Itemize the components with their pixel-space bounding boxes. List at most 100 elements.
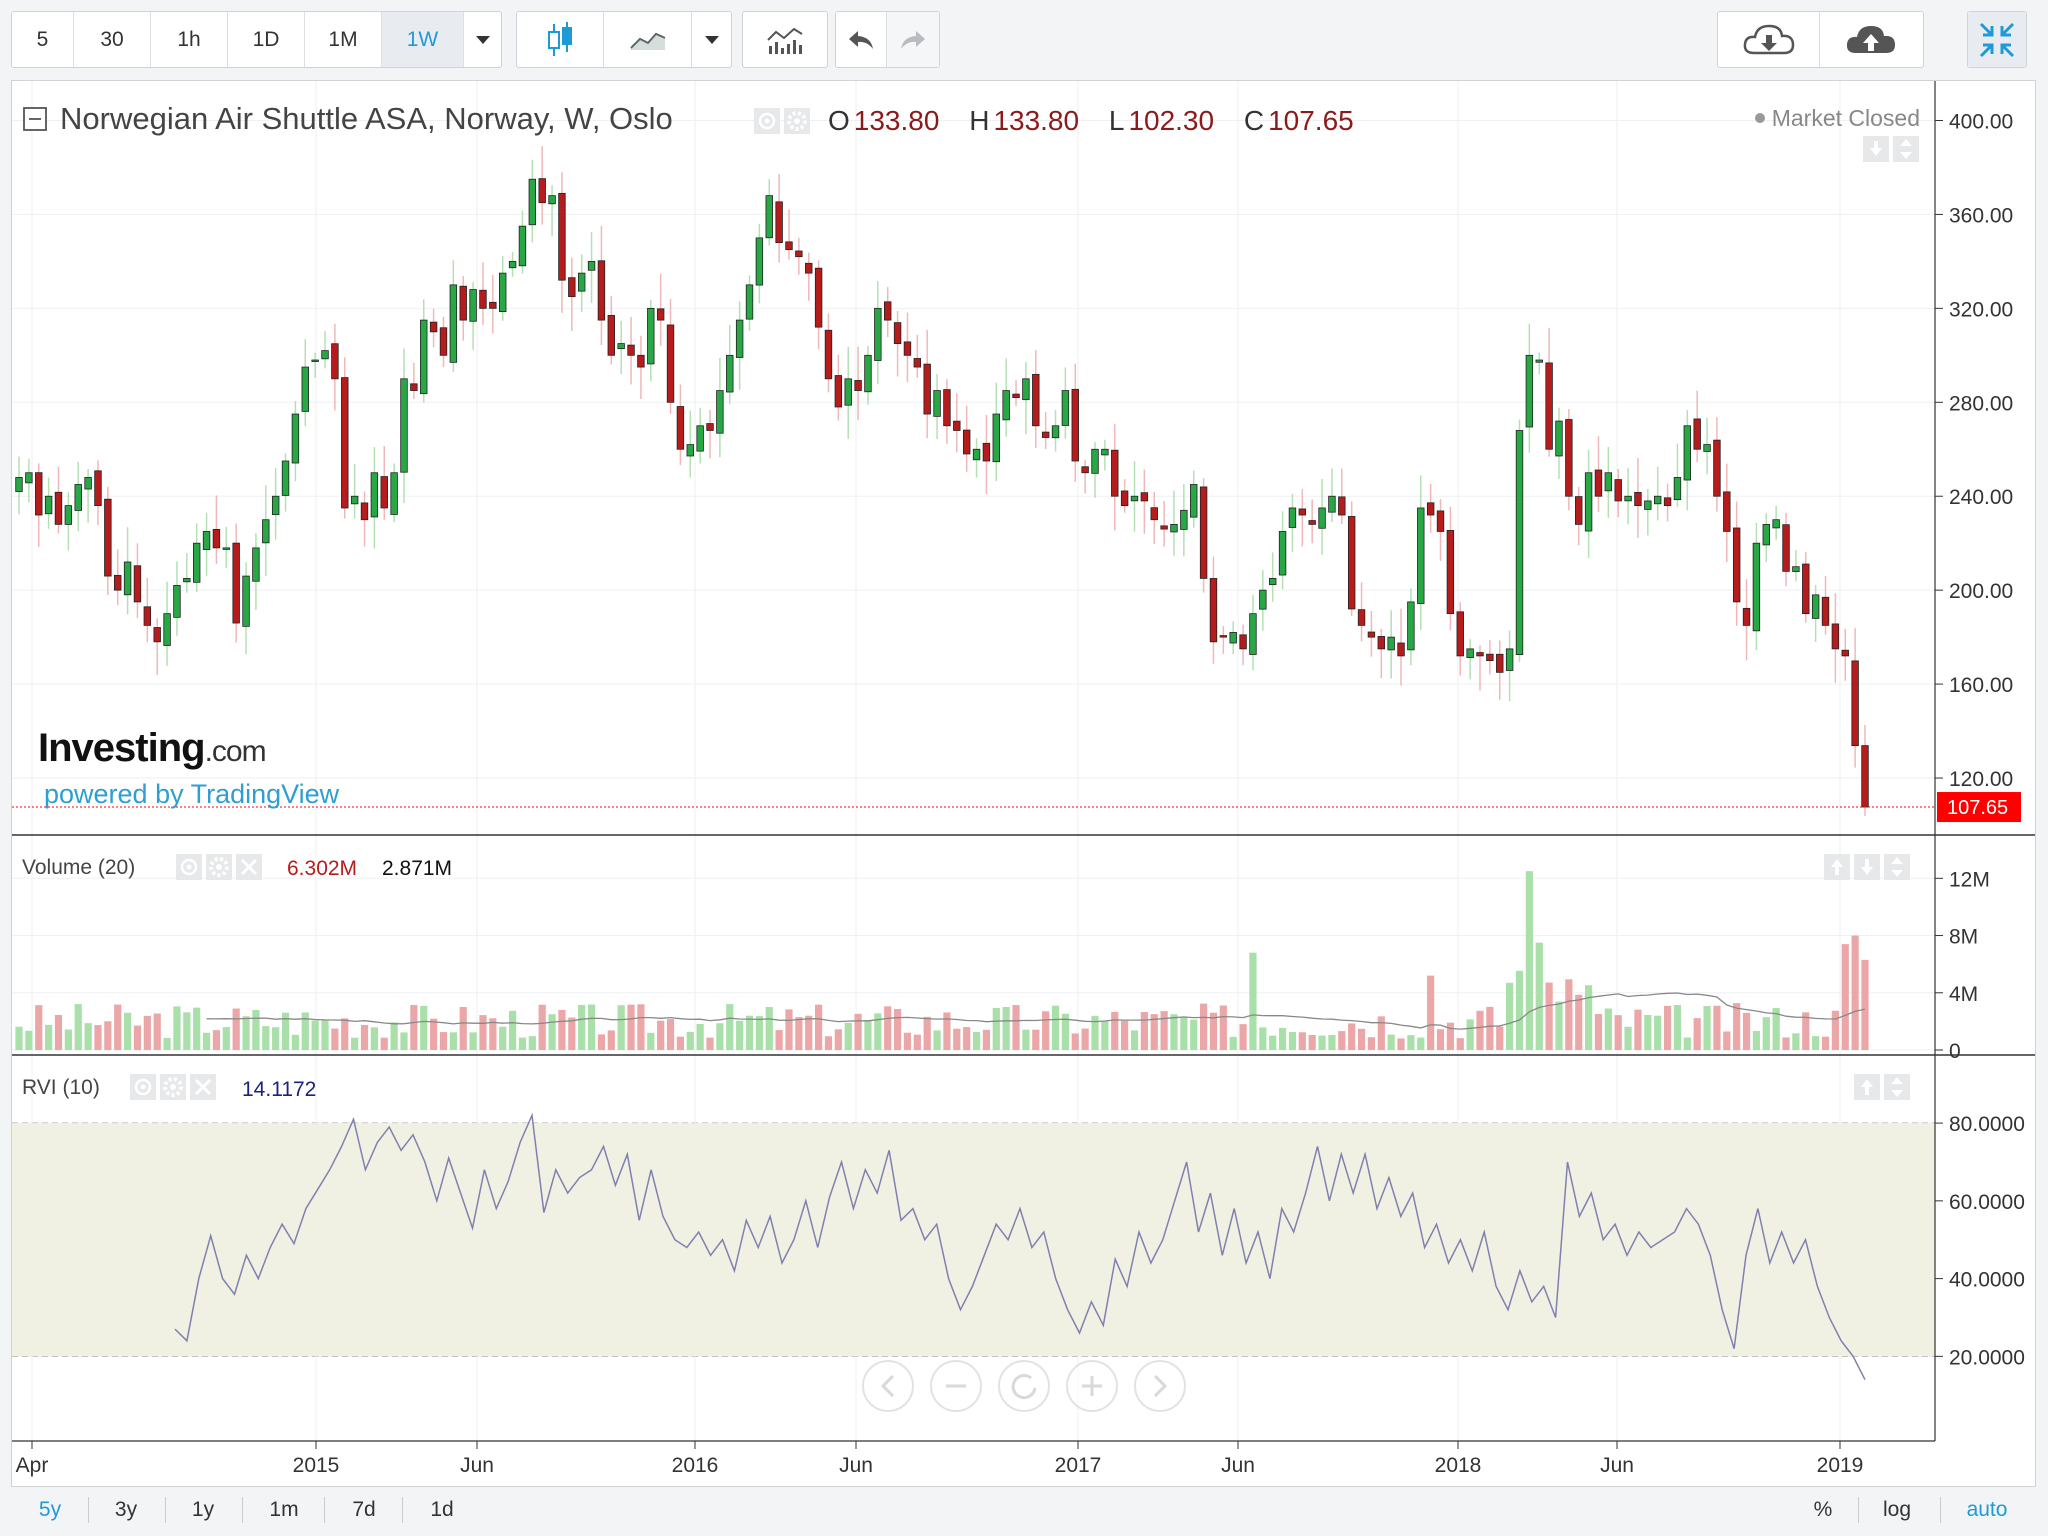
candle-body [1811,594,1820,619]
candle [1841,629,1849,681]
time-tick-label: 2017 [1055,1454,1102,1477]
chart-area[interactable]: 120.00 160.00 200.00 240.00 280.00 320.00 360.… [11,80,2036,1487]
volume-close-icon[interactable] [236,854,262,880]
price-tick-label: 120.00 [1949,768,2013,791]
candle [1565,409,1573,511]
rvi-visibility-icon[interactable] [130,1074,156,1100]
candle [1209,556,1218,664]
undo-button[interactable] [836,12,887,67]
volume-bar [449,1032,457,1050]
visibility-icon[interactable] [754,108,780,134]
symbol-title: Norwegian Air Shuttle ASA, Norway, W, Os… [60,101,673,136]
candle-body [884,301,892,321]
volume-bar [1101,1020,1109,1050]
pane-arrows-price[interactable] [1863,136,1919,162]
candle [1387,610,1395,679]
candle [577,254,586,313]
volume-bar [686,1031,694,1050]
volume-bar [1012,1005,1020,1050]
pane-arrows-rvi[interactable] [1854,1074,1910,1100]
percent-scale-button[interactable]: % [1813,1498,1833,1521]
candle-body [1673,477,1682,501]
interval-30-button[interactable]: 30 [74,12,151,67]
range-1y-button[interactable]: 1y [191,1498,215,1521]
chart-canvas[interactable]: 120.00 160.00 200.00 240.00 280.00 320.00 360.… [12,81,2035,1486]
volume-bar [163,1037,171,1050]
candle-body [44,495,53,515]
volume-bar [775,1030,783,1050]
rvi-close-icon[interactable] [190,1074,216,1100]
range-1d-button[interactable]: 1d [430,1498,454,1521]
zoom-out-button[interactable] [930,1360,982,1412]
volume-bar [1693,1018,1701,1050]
interval-1w-button[interactable]: 1W [382,12,464,67]
reset-button[interactable] [998,1360,1050,1412]
candle [1683,409,1692,511]
candle-body [1644,500,1652,510]
candle-body [755,237,764,286]
candle-body [64,505,73,525]
candle-body [943,389,951,427]
candle [1249,594,1257,671]
candle-body [568,277,576,298]
line-chart-button[interactable] [604,12,692,67]
candle [755,223,764,304]
candle-body [1150,507,1158,521]
volume-bar [1604,1008,1612,1050]
interval-1d-button[interactable]: 1D [228,12,305,67]
candle-body [587,260,596,271]
candle [212,495,221,565]
candles-button[interactable] [517,12,604,67]
indicators-button[interactable] [743,12,827,67]
volume-bar [884,1006,892,1050]
range-3y-button[interactable]: 3y [114,1498,138,1521]
interval-1m-button[interactable]: 1M [305,12,382,67]
candle [548,185,556,237]
chart-type-dropdown-button[interactable] [692,12,731,67]
log-scale-button[interactable]: log [1882,1498,1912,1521]
zoom-in-button[interactable] [1066,1360,1118,1412]
candle-body [1614,479,1622,502]
volume-bar [1782,1037,1790,1050]
rvi-settings-icon[interactable] [160,1074,186,1100]
interval-dropdown-button[interactable] [464,12,501,67]
scroll-left-button[interactable] [862,1360,914,1412]
cloud-download-button[interactable] [1718,12,1820,67]
scroll-right-button[interactable] [1134,1360,1186,1412]
powered-by-link[interactable]: powered by TradingView [44,779,340,809]
candle-body [982,442,991,462]
candle-body [1387,636,1395,651]
indicators-icon [767,27,803,54]
volume-bars [15,871,1869,1050]
chart-navigation [862,1360,1186,1412]
redo-button[interactable] [887,12,939,67]
settings-icon[interactable] [784,108,810,134]
interval-5-button[interactable]: 5 [12,12,74,67]
candle-body [558,192,566,281]
price-tick-label: 200.00 [1949,580,2013,603]
time-tick-label: Jun [460,1454,494,1477]
candle-body [133,565,142,603]
indicators-group [742,11,828,68]
range-5y-button[interactable]: 5y [38,1498,62,1521]
candle [1229,621,1237,655]
candle-body [1732,527,1741,603]
time-tick-label: Jun [1600,1454,1634,1477]
reset-icon [1011,1374,1037,1400]
volume-bar [341,1018,349,1050]
range-7d-button[interactable]: 7d [352,1498,376,1521]
cloud-upload-button[interactable] [1820,12,1922,67]
candle [1486,640,1494,675]
volume-visibility-icon[interactable] [176,854,202,880]
pane-arrows-volume[interactable] [1824,854,1910,880]
candle-body [1634,492,1642,507]
volume-settings-icon[interactable] [206,854,232,880]
candle-body [1269,578,1277,586]
candle-body [1575,496,1583,525]
collapse-button[interactable] [1968,12,2026,67]
auto-scale-button[interactable]: auto [1966,1498,2008,1521]
interval-1h-button[interactable]: 1h [151,12,228,67]
range-1m-button[interactable]: 1m [269,1498,299,1521]
range-separator [88,1497,89,1523]
candle [1140,469,1149,534]
